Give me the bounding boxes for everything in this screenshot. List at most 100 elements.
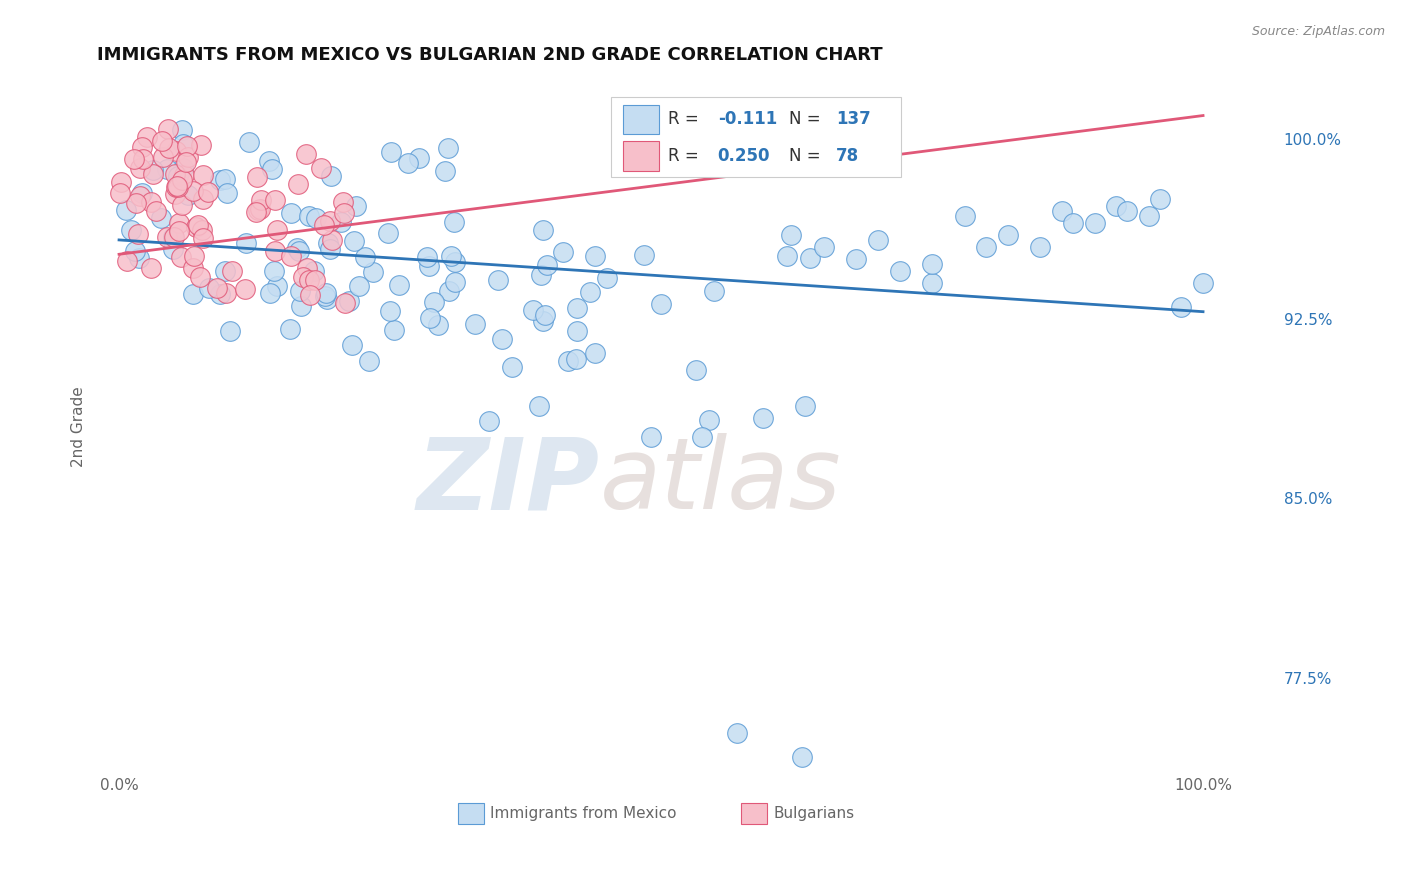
Point — [235, 235, 257, 250]
Point — [191, 231, 214, 245]
Point — [246, 783, 269, 797]
Point — [567, 301, 589, 315]
Point — [181, 286, 204, 301]
Point — [115, 254, 138, 268]
Point — [319, 242, 342, 256]
Point — [486, 273, 509, 287]
Point — [534, 308, 557, 322]
Point — [416, 250, 439, 264]
Point — [1105, 199, 1128, 213]
Point — [127, 227, 149, 241]
Point — [221, 263, 243, 277]
Point — [315, 286, 337, 301]
Point — [132, 152, 155, 166]
Point — [309, 161, 332, 175]
Point — [287, 177, 309, 191]
Point — [419, 311, 441, 326]
Point — [501, 360, 523, 375]
Point — [531, 223, 554, 237]
Point — [136, 130, 159, 145]
Point — [170, 250, 193, 264]
Point — [316, 235, 339, 250]
Point — [167, 179, 190, 194]
Point — [440, 249, 463, 263]
Point — [174, 155, 197, 169]
Point — [124, 244, 146, 259]
Point — [579, 285, 602, 299]
Point — [172, 137, 194, 152]
Point — [209, 173, 232, 187]
Point — [295, 260, 318, 275]
Point — [780, 228, 803, 243]
Point — [165, 187, 187, 202]
Point — [197, 186, 219, 200]
Point — [186, 220, 208, 235]
Point — [418, 259, 440, 273]
Point — [295, 147, 318, 161]
Point — [321, 169, 343, 183]
Point — [165, 144, 187, 158]
Point — [725, 725, 748, 739]
Point — [1029, 240, 1052, 254]
Point — [172, 161, 194, 176]
Point — [167, 169, 190, 183]
Point — [110, 175, 132, 189]
Point — [209, 286, 232, 301]
Point — [167, 216, 190, 230]
Point — [120, 223, 142, 237]
Point — [304, 273, 326, 287]
Point — [259, 285, 281, 300]
Point — [125, 196, 148, 211]
Point — [298, 288, 321, 302]
Point — [633, 248, 655, 262]
Text: Immigrants from Mexico: Immigrants from Mexico — [489, 806, 676, 821]
Point — [444, 275, 467, 289]
Point — [443, 215, 465, 229]
Point — [181, 184, 204, 198]
Point — [790, 749, 813, 764]
Point — [344, 199, 367, 213]
Point — [1170, 300, 1192, 314]
Y-axis label: 2nd Grade: 2nd Grade — [72, 386, 86, 467]
Point — [314, 288, 336, 302]
Point — [150, 134, 173, 148]
Point — [329, 215, 352, 229]
Point — [264, 193, 287, 207]
Text: R =: R = — [668, 147, 704, 165]
Point — [423, 295, 446, 310]
Point — [245, 204, 267, 219]
Point — [291, 269, 314, 284]
Point — [187, 218, 209, 232]
Point — [337, 294, 360, 309]
Point — [531, 314, 554, 328]
Point — [921, 276, 943, 290]
Point — [342, 234, 364, 248]
Point — [583, 346, 606, 360]
Point — [564, 351, 586, 366]
FancyBboxPatch shape — [458, 803, 484, 824]
Point — [169, 224, 191, 238]
Point — [162, 242, 184, 256]
Point — [565, 324, 588, 338]
FancyBboxPatch shape — [623, 142, 658, 170]
Point — [444, 255, 467, 269]
Point — [408, 151, 430, 165]
Text: Source: ZipAtlas.com: Source: ZipAtlas.com — [1251, 25, 1385, 38]
Point — [1084, 216, 1107, 230]
Point — [340, 338, 363, 352]
Point — [139, 195, 162, 210]
Point — [214, 264, 236, 278]
Text: N =: N = — [789, 111, 825, 128]
Point — [536, 259, 558, 273]
Point — [1116, 204, 1139, 219]
Text: 0.250: 0.250 — [717, 147, 770, 165]
Point — [557, 354, 579, 368]
Point — [145, 203, 167, 218]
Point — [263, 244, 285, 259]
Text: -0.111: -0.111 — [717, 111, 778, 128]
Point — [156, 230, 179, 244]
Point — [263, 264, 285, 278]
Point — [690, 429, 713, 443]
Point — [522, 302, 544, 317]
Text: R =: R = — [668, 111, 704, 128]
